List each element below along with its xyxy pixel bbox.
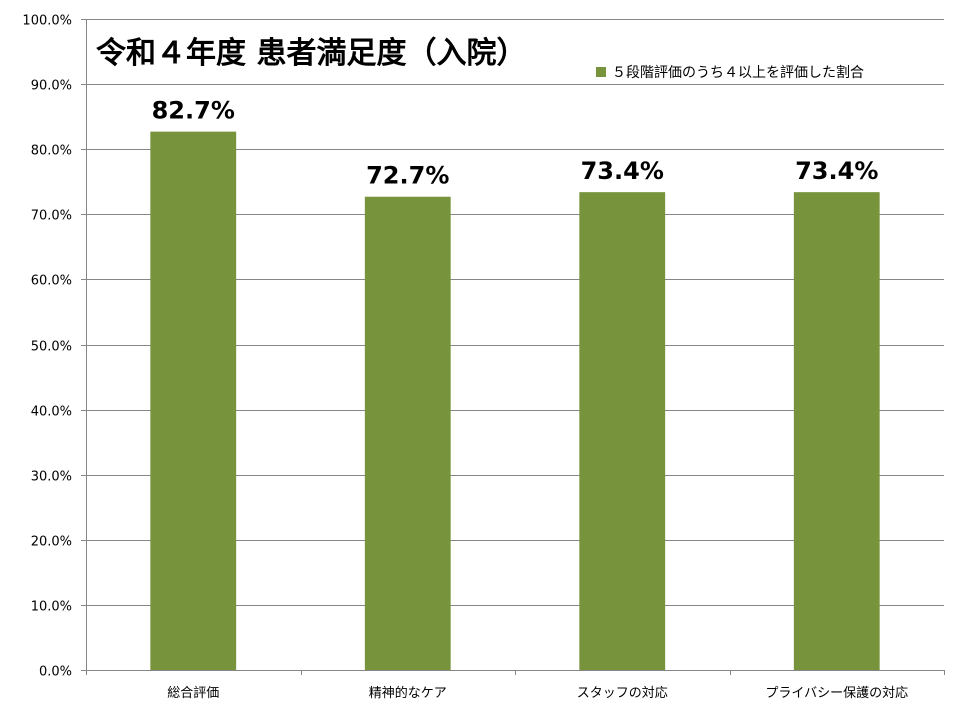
y-tick-label: 90.0%	[31, 79, 72, 94]
bar	[364, 196, 451, 670]
y-tick-label: 80.0%	[31, 144, 72, 159]
legend: ５段階評価のうち４以上を評価した割合	[596, 62, 864, 82]
axes	[86, 19, 945, 675]
category-label: プライバシー保護の対応	[765, 685, 908, 701]
x-axis-category-labels: 総合評価 精神的なケア スタッフの対応 プライバシー保護の対応	[167, 685, 908, 701]
data-label: 73.4%	[795, 157, 878, 185]
y-tick-label: 30.0%	[31, 470, 72, 485]
y-tick-label: 40.0%	[31, 405, 72, 420]
data-label: 73.4%	[581, 157, 664, 185]
y-tick-label: 100.0%	[22, 14, 72, 29]
bar	[793, 192, 880, 670]
data-labels: 82.7% 72.7% 73.4% 73.4%	[152, 97, 879, 190]
y-tick-label: 0.0%	[39, 665, 72, 680]
legend-swatch	[596, 67, 606, 77]
data-label: 82.7%	[152, 97, 235, 125]
y-tick-label: 60.0%	[31, 274, 72, 289]
y-tick-label: 10.0%	[31, 600, 72, 615]
y-axis-tick-labels: 0.0% 10.0% 20.0% 30.0% 40.0% 50.0% 60.0% 70.0% 8…	[22, 14, 72, 680]
category-label: 精神的なケア	[369, 685, 447, 701]
y-tick-label: 20.0%	[31, 535, 72, 550]
bars	[150, 131, 880, 671]
data-label: 72.7%	[366, 162, 449, 190]
chart-title: 令和４年度 患者満足度（入院）	[96, 36, 527, 71]
y-tick-label: 70.0%	[31, 209, 72, 224]
y-tick-label: 50.0%	[31, 340, 72, 355]
legend-label: ５段階評価のうち４以上を評価した割合	[612, 65, 864, 81]
category-label: 総合評価	[167, 686, 219, 701]
bar	[579, 192, 666, 670]
category-label: スタッフの対応	[577, 686, 668, 701]
bar	[150, 131, 237, 671]
